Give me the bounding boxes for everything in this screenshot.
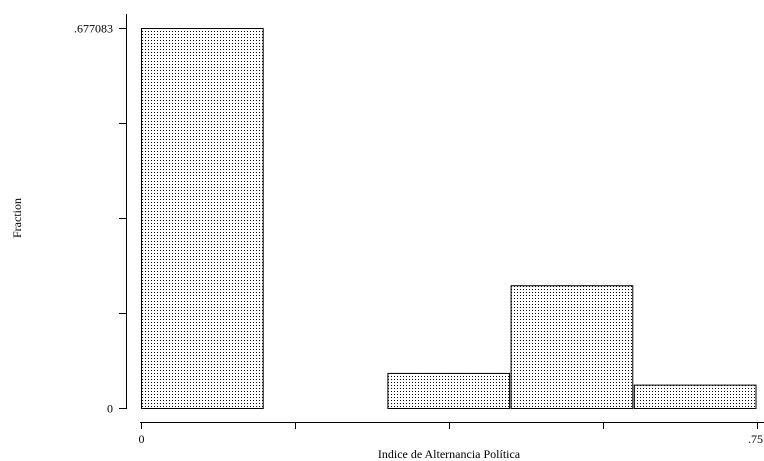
histogram-bar-5 bbox=[633, 384, 757, 409]
axes-layer: 0 .677083 0 .75 bbox=[74, 14, 764, 446]
histogram-bar-4 bbox=[510, 285, 634, 410]
x-tick-label-5: .75 bbox=[748, 432, 763, 446]
x-axis-title: Indice de Alternancia Política bbox=[378, 447, 521, 461]
histogram-bar-3 bbox=[387, 372, 511, 410]
x-tick-label-1: 0 bbox=[139, 432, 145, 446]
bars-layer bbox=[141, 28, 757, 410]
histogram-bar-1 bbox=[141, 28, 264, 409]
y-axis-title: Fraction bbox=[10, 198, 24, 238]
y-tick-label-5: .677083 bbox=[74, 22, 113, 36]
y-tick-label-1: 0 bbox=[107, 402, 113, 416]
